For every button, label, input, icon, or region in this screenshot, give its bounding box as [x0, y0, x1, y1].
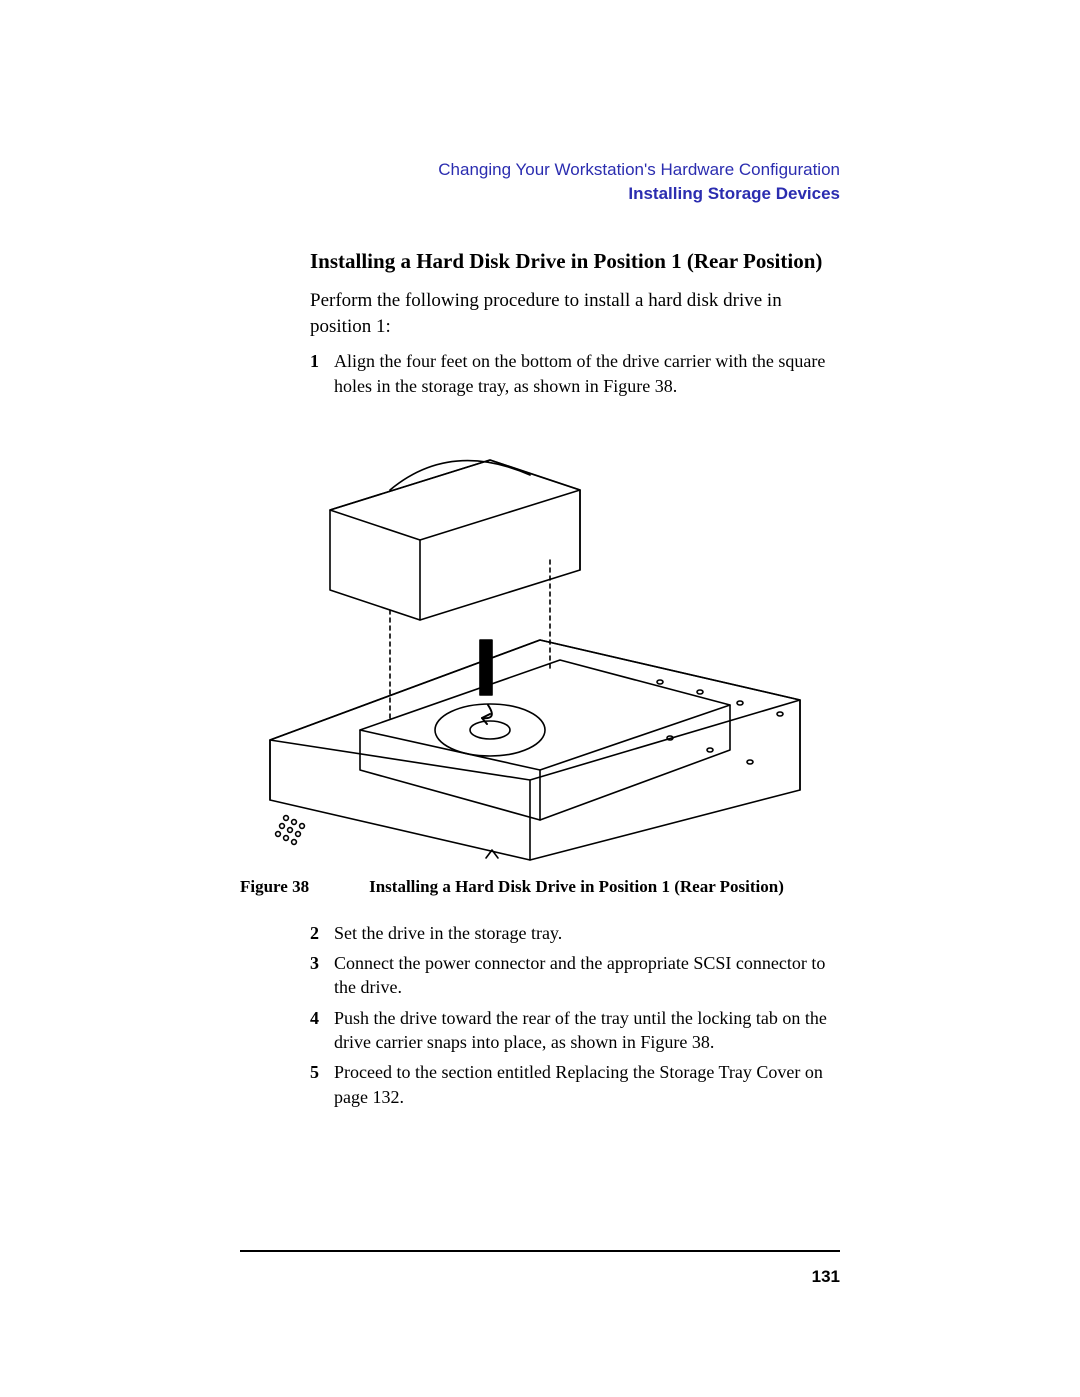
- step-text: Set the drive in the storage tray.: [334, 921, 840, 945]
- step-text: Push the drive toward the rear of the tr…: [334, 1006, 840, 1055]
- step-item: 3 Connect the power connector and the ap…: [310, 951, 840, 1000]
- figure-diagram: [240, 420, 820, 865]
- step-text: Connect the power connector and the appr…: [334, 951, 840, 1000]
- step-item: 2 Set the drive in the storage tray.: [310, 921, 840, 945]
- step-text: Proceed to the section entitled Replacin…: [334, 1060, 840, 1109]
- steps-top-list: 1 Align the four feet on the bottom of t…: [310, 349, 840, 398]
- step-number: 4: [310, 1006, 324, 1055]
- footer-rule: [240, 1250, 840, 1252]
- figure-caption: Figure 38 Installing a Hard Disk Drive i…: [240, 877, 840, 897]
- step-number: 2: [310, 921, 324, 945]
- section-title: Installing Storage Devices: [310, 184, 840, 204]
- section-heading: Installing a Hard Disk Drive in Position…: [310, 249, 840, 274]
- step-item: 5 Proceed to the section entitled Replac…: [310, 1060, 840, 1109]
- steps-bottom-list: 2 Set the drive in the storage tray. 3 C…: [310, 921, 840, 1109]
- page-number: 131: [812, 1267, 840, 1287]
- intro-paragraph: Perform the following procedure to insta…: [310, 288, 840, 339]
- running-header: Changing Your Workstation's Hardware Con…: [310, 160, 840, 204]
- step-item: 4 Push the drive toward the rear of the …: [310, 1006, 840, 1055]
- step-number: 5: [310, 1060, 324, 1109]
- page: Changing Your Workstation's Hardware Con…: [0, 0, 1080, 1397]
- step-number: 1: [310, 349, 324, 398]
- step-number: 3: [310, 951, 324, 1000]
- chapter-title: Changing Your Workstation's Hardware Con…: [310, 160, 840, 180]
- figure-label: Figure 38: [240, 877, 309, 897]
- step-text: Align the four feet on the bottom of the…: [334, 349, 840, 398]
- content-column: Installing a Hard Disk Drive in Position…: [310, 249, 840, 1109]
- figure-title: Installing a Hard Disk Drive in Position…: [369, 877, 784, 897]
- step-item: 1 Align the four feet on the bottom of t…: [310, 349, 840, 398]
